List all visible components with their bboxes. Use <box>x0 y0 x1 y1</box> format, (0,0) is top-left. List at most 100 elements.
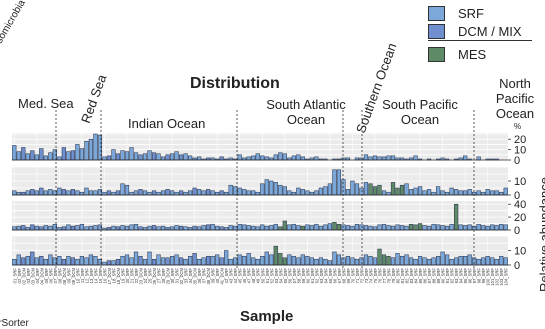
bar <box>251 190 256 196</box>
bar <box>318 257 323 266</box>
bar <box>323 186 328 196</box>
bar <box>413 187 418 196</box>
bar <box>133 251 139 266</box>
bar <box>233 225 238 231</box>
bar <box>323 258 328 266</box>
bar <box>282 153 287 161</box>
bar <box>219 156 224 161</box>
bar <box>476 258 481 266</box>
y-tick-label: 0 <box>514 225 520 237</box>
x-tick-label: 25_SRF <box>148 268 153 284</box>
bar <box>260 256 265 266</box>
bar <box>25 153 30 161</box>
x-tick-label: 54_SRF <box>278 268 283 284</box>
x-tick-label: 102_SRF <box>495 268 500 286</box>
region-south-pacific: South Pacific Ocean <box>382 97 458 127</box>
x-tick-label: 43_SRF <box>229 268 234 284</box>
bar <box>70 189 75 196</box>
legend-item-srf: SRF <box>428 6 545 24</box>
bar <box>124 151 130 161</box>
bar <box>133 223 139 231</box>
bar <box>426 189 432 196</box>
bar <box>156 226 161 231</box>
bar <box>291 223 296 231</box>
bar <box>341 224 346 231</box>
y-tick-label: 0 <box>514 155 520 167</box>
x-tick-label: 09_SRF <box>66 268 71 284</box>
bar <box>57 256 62 266</box>
x-tick-label: 34_SRF <box>188 268 193 284</box>
bar <box>287 254 292 266</box>
bar <box>426 225 432 231</box>
bar <box>458 190 463 196</box>
x-tick-label: 98_SRF <box>477 268 482 284</box>
bar <box>363 154 369 161</box>
bar <box>417 256 423 266</box>
bar <box>178 190 184 196</box>
bar <box>485 256 490 266</box>
bar <box>395 224 400 231</box>
y-tick-label: 10 <box>514 145 526 157</box>
bar <box>174 191 179 196</box>
bar <box>61 147 66 161</box>
bar <box>327 260 333 266</box>
bar <box>151 152 157 161</box>
bar <box>133 190 139 196</box>
bar <box>273 223 278 231</box>
bar <box>57 156 62 161</box>
bar <box>327 223 333 231</box>
bar <box>169 190 175 196</box>
bar <box>210 190 215 196</box>
x-tick-label: 08_SRF <box>57 268 62 284</box>
bar <box>296 257 301 266</box>
bar <box>169 153 175 161</box>
bar <box>255 153 260 161</box>
x-tick-label: 94_SRF <box>459 268 464 284</box>
bar <box>422 190 427 196</box>
bar <box>142 190 148 196</box>
bar <box>395 253 400 266</box>
x-tick-label: 96_SRF <box>468 268 473 284</box>
bar <box>318 225 323 231</box>
bar <box>278 184 283 196</box>
x-tick-label: 31_SRF <box>175 268 180 284</box>
bar <box>192 253 197 266</box>
bar <box>350 257 355 266</box>
x-tick-label: 19_SRF <box>120 268 125 284</box>
bar <box>246 253 251 266</box>
bar <box>327 183 333 196</box>
bar <box>481 257 486 266</box>
bar <box>84 187 89 196</box>
bar <box>21 225 26 231</box>
x-tick-label: 86_SRF <box>423 268 428 284</box>
x-tick-label: 87_SRF <box>427 268 432 284</box>
bar <box>381 223 387 231</box>
bar <box>282 186 287 196</box>
bar <box>264 179 269 196</box>
bar <box>192 187 197 196</box>
bar <box>120 183 125 196</box>
bar <box>291 256 296 266</box>
bar <box>454 189 459 196</box>
bar <box>124 184 130 196</box>
x-tick-label: 103_SRF <box>499 268 504 286</box>
bar <box>79 148 85 161</box>
bar <box>206 224 211 231</box>
bar <box>386 225 391 231</box>
x-tick-label: 97_SRF <box>472 268 477 284</box>
bar <box>377 184 382 196</box>
bar <box>404 225 409 231</box>
bar <box>21 147 26 161</box>
x-tick-label: 07_SRF <box>53 268 58 284</box>
legend-label-mes: MES <box>458 47 487 62</box>
bar <box>120 256 125 266</box>
bar <box>206 256 211 266</box>
bar <box>269 180 274 196</box>
x-tick-label: 18_SRF <box>111 268 116 284</box>
unit-label: % <box>514 122 521 131</box>
bar <box>390 155 396 161</box>
x-tick-label: 11_SRF <box>80 268 85 283</box>
bar <box>300 156 305 161</box>
bar <box>372 155 378 161</box>
bar <box>499 223 504 231</box>
